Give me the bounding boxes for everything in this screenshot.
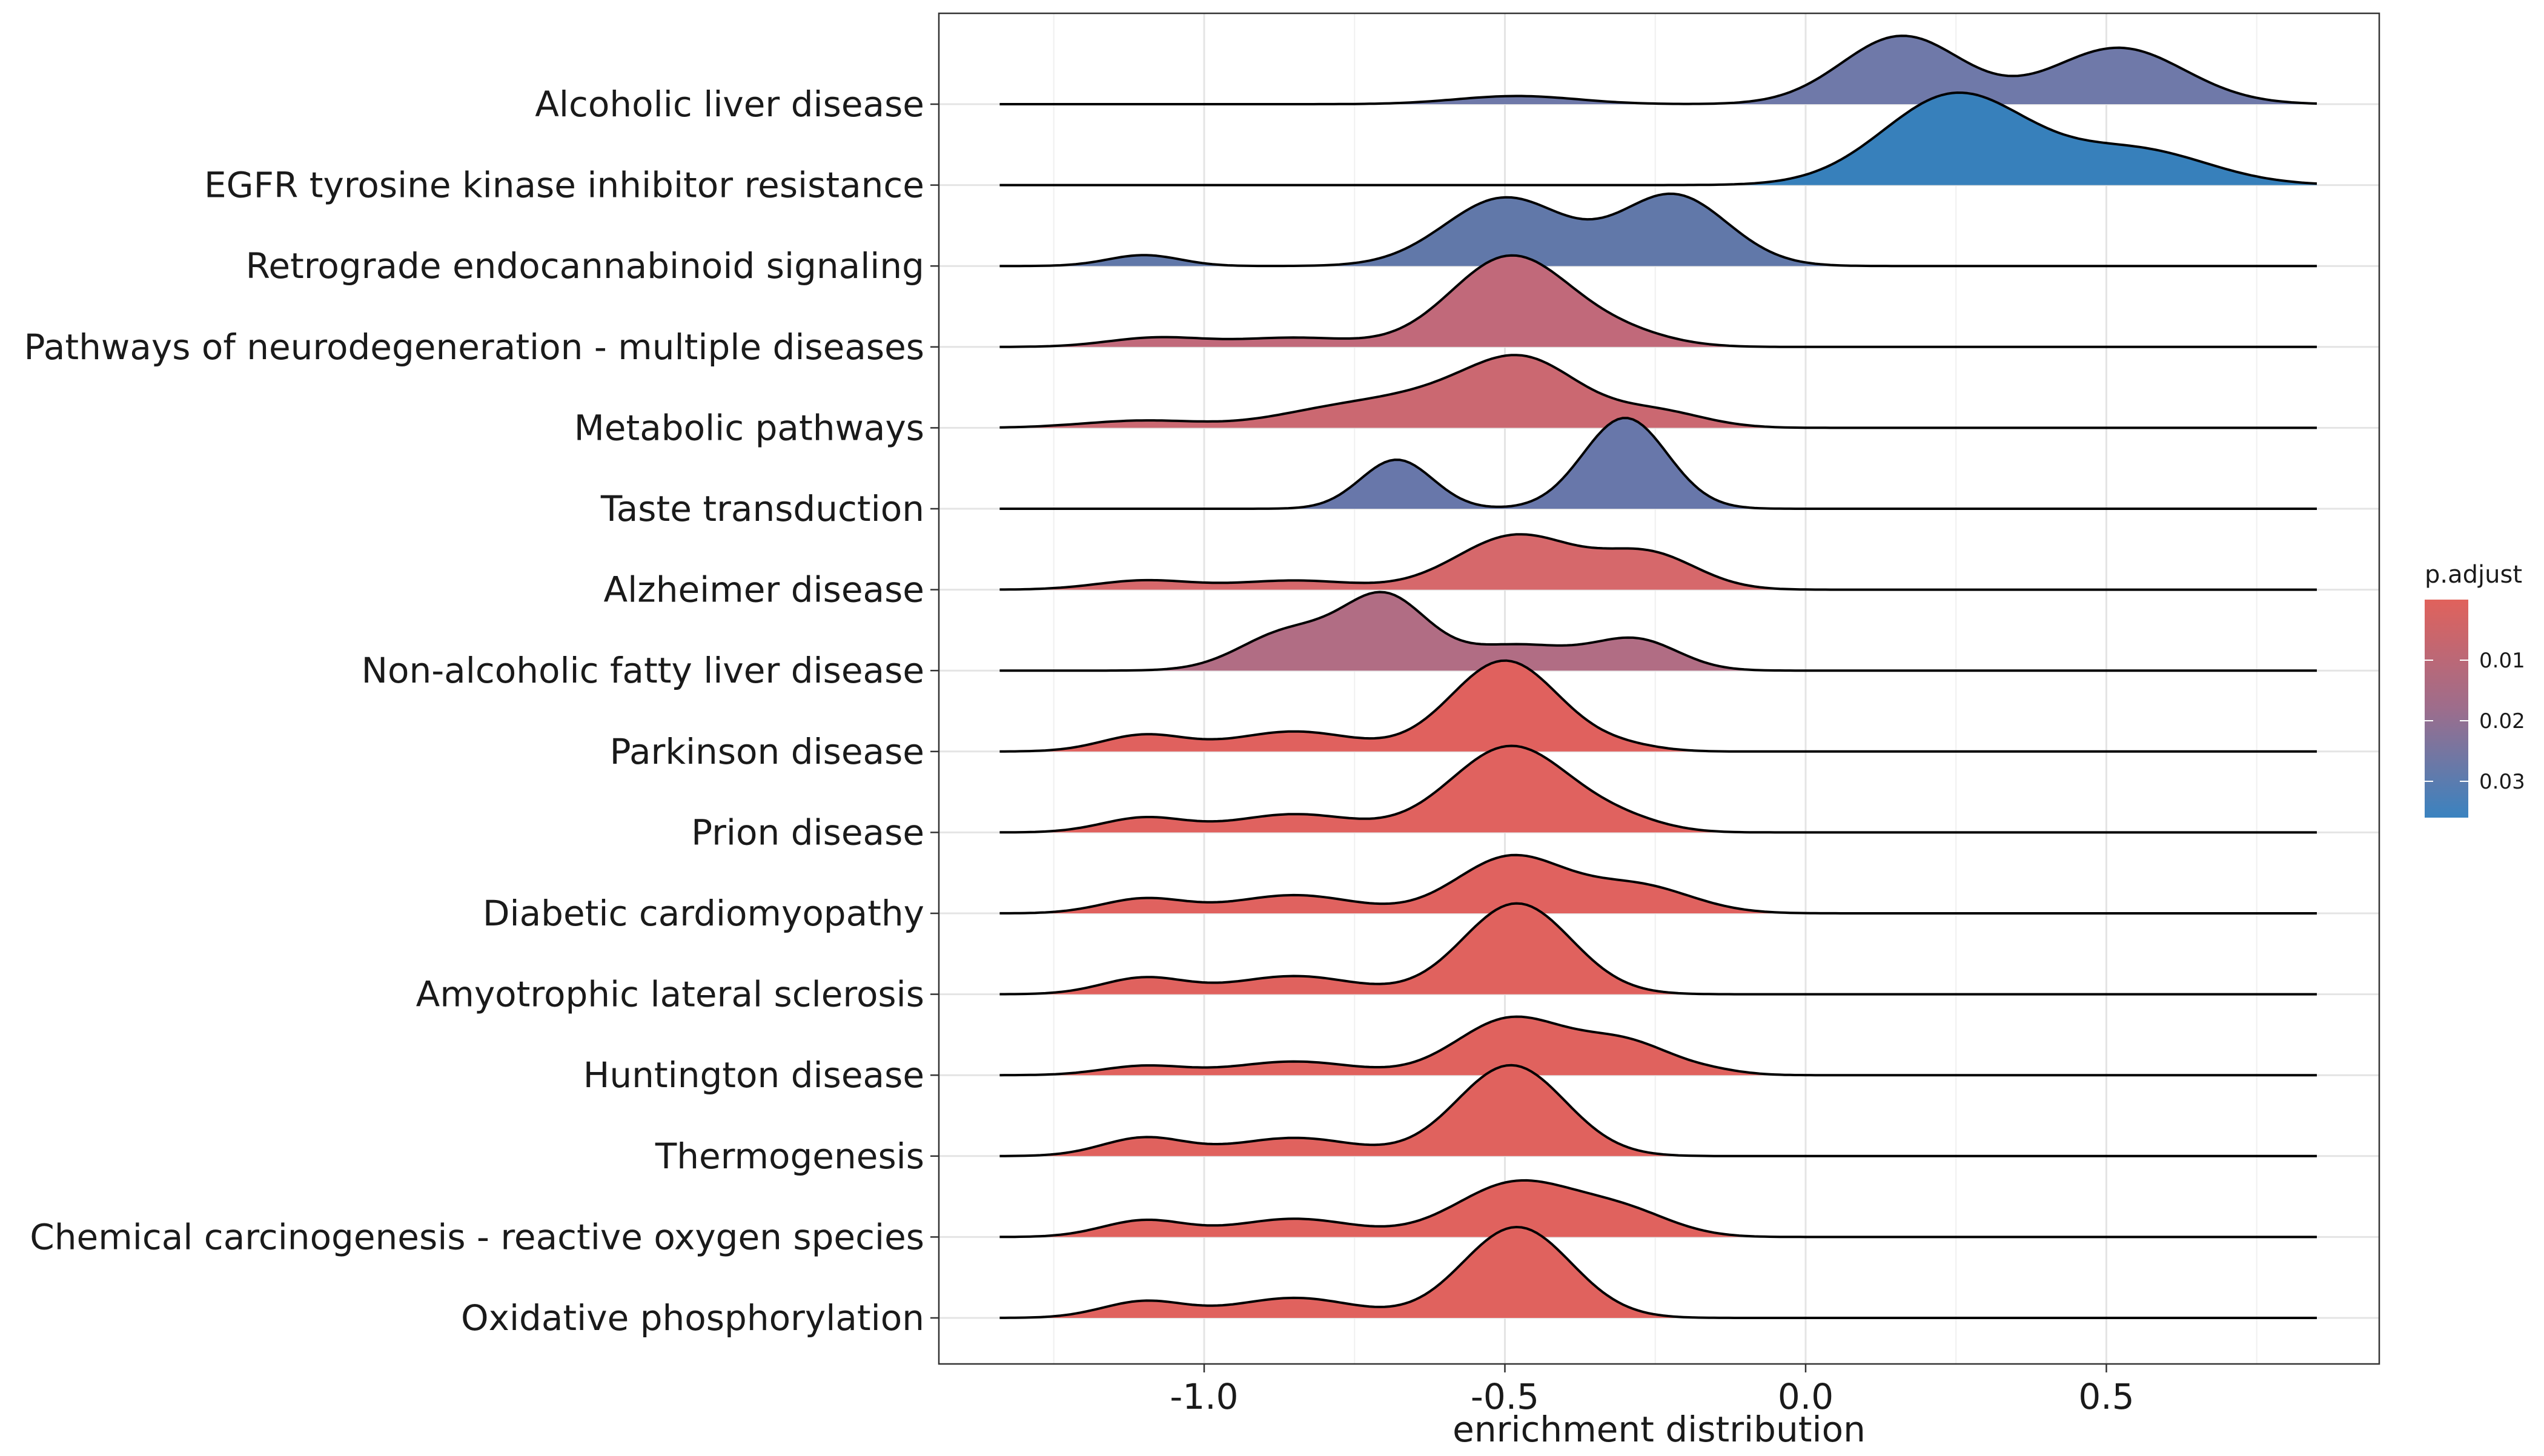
ridge-outline [999, 417, 2317, 510]
ridge-outline [999, 192, 2317, 268]
ridge-alzheimer-disease [999, 533, 2317, 591]
ridge-outline [999, 1015, 2317, 1077]
ridge-egfr-tyrosine-kinase-inhibitor-resistance [999, 91, 2317, 187]
y-tick-label: Amyotrophic lateral sclerosis [416, 974, 924, 1015]
y-tick-label: Huntington disease [583, 1054, 924, 1096]
ridge-taste-transduction [999, 417, 2317, 510]
y-tick-label: Retrograde endocannabinoid signaling [246, 245, 924, 286]
y-tick-label: Prion disease [691, 812, 924, 853]
ridge-diabetic-cardiomyopathy [999, 853, 2317, 915]
ridge-prion-disease [999, 744, 2317, 834]
ridge-alcoholic-liver-disease [999, 35, 2317, 105]
y-tick-label: Parkinson disease [610, 731, 924, 772]
ridge-non-alcoholic-fatty-liver-disease [999, 591, 2317, 672]
x-tick-label: 0.0 [1778, 1376, 1833, 1417]
ridge-chemical-carcinogenesis-reactive-oxygen-species [999, 1179, 2317, 1239]
ridge-outline [999, 254, 2317, 348]
y-tick-label: Diabetic cardiomyopathy [483, 893, 924, 934]
x-axis: -1.0 -0.5 0.0 0.5 [1170, 1364, 2135, 1417]
ridge-pathways-of-neurodegeneration-multiple-diseases [999, 254, 2317, 348]
ridge-parkinson-disease [999, 659, 2317, 753]
x-tick-label: 0.5 [2078, 1376, 2134, 1417]
y-axis: Alcoholic liver disease EGFR tyrosine kin… [24, 84, 939, 1339]
ridge-fill [999, 36, 2317, 104]
ridge-fill [999, 193, 2317, 266]
y-tick-label: Alcoholic liver disease [535, 84, 924, 125]
ridge-fill [999, 93, 2317, 185]
y-tick-label: Metabolic pathways [574, 407, 924, 448]
ridge-fill [999, 903, 2317, 994]
y-tick-label: EGFR tyrosine kinase inhibitor resistanc… [204, 165, 924, 206]
panel-border [938, 12, 2380, 1365]
ridge-fill [999, 1065, 2317, 1156]
ridge-fill [999, 1227, 2317, 1318]
x-tick-label: -0.5 [1471, 1376, 1539, 1417]
ridge-fill [999, 1180, 2317, 1237]
ridge-retrograde-endocannabinoid-signaling [999, 192, 2317, 268]
ridge-layer [999, 35, 2317, 1319]
ridge-outline [999, 902, 2317, 996]
y-tick-label: Thermogenesis [655, 1136, 924, 1177]
ridge-oxidative-phosphorylation [999, 1226, 2317, 1319]
ridge-outline [999, 591, 2317, 672]
ridge-outline [999, 533, 2317, 591]
ridge-fill [999, 418, 2317, 509]
ridge-outline [999, 853, 2317, 915]
ridge-outline [999, 91, 2317, 187]
ridge-fill [999, 534, 2317, 590]
y-tick-label: Pathways of neurodegeneration - multiple… [24, 326, 924, 368]
colorbar-tick-label: 0.03 [2479, 770, 2525, 794]
ridge-outline [999, 1064, 2317, 1157]
colorbar-tick-label: 0.01 [2479, 649, 2525, 673]
colorbar-tick-label: 0.02 [2479, 709, 2525, 733]
colorbar [2425, 600, 2468, 818]
y-tick-label: Non-alcoholic fatty liver disease [362, 650, 924, 691]
ridge-outline [999, 659, 2317, 753]
ridge-fill [999, 1016, 2317, 1076]
ridge-metabolic-pathways [999, 354, 2317, 429]
ridge-thermogenesis [999, 1064, 2317, 1157]
legend-title: p.adjust [2425, 561, 2522, 589]
ridge-fill [999, 746, 2317, 833]
ridge-outline [999, 35, 2317, 105]
y-tick-label: Oxidative phosphorylation [461, 1297, 924, 1339]
ridge-outline [999, 1179, 2317, 1239]
ridge-outline [999, 1226, 2317, 1319]
y-tick-label: Taste transduction [600, 488, 924, 529]
ridge-fill [999, 592, 2317, 671]
ridge-outline [999, 744, 2317, 834]
y-tick-label: Chemical carcinogenesis - reactive oxyge… [30, 1216, 924, 1257]
ridge-amyotrophic-lateral-sclerosis [999, 902, 2317, 996]
ridge-outline [999, 354, 2317, 429]
ridge-fill [999, 660, 2317, 752]
legend: p.adjust 0.01 0.02 0.03 [2425, 561, 2525, 818]
ridge-huntington-disease [999, 1015, 2317, 1077]
x-axis-title: enrichment distribution [1453, 1409, 1866, 1450]
y-tick-label: Alzheimer disease [603, 569, 924, 611]
ridge-fill [999, 355, 2317, 428]
x-tick-label: -1.0 [1170, 1376, 1238, 1417]
